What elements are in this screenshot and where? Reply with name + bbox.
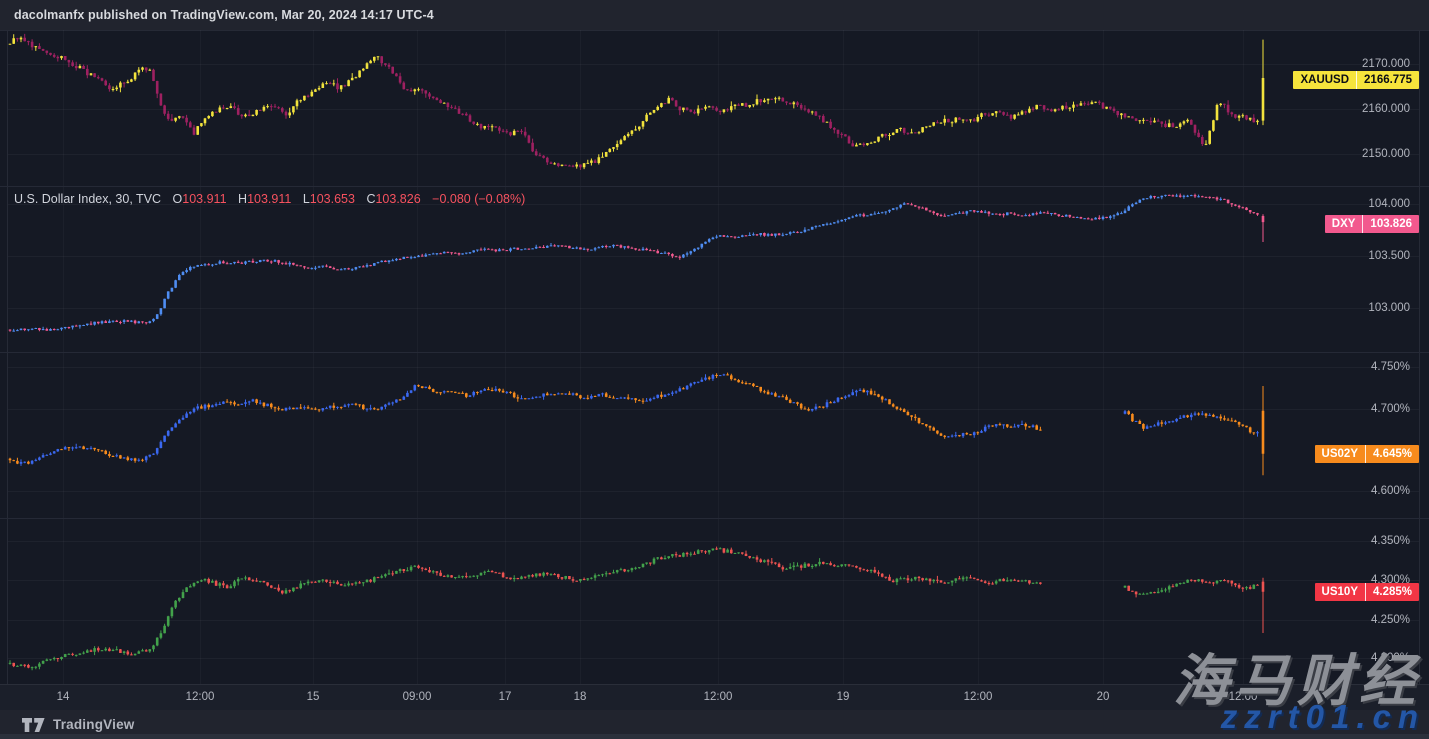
time-label-7: 19 [836, 691, 850, 703]
price-label-us10y-0: 4.350% [1370, 535, 1410, 547]
candles-us10y [8, 546, 1265, 671]
horizontal-gridline [8, 256, 1419, 257]
time-label-2: 15 [306, 691, 320, 703]
price-label-dxy-2: 103.000 [1368, 302, 1410, 314]
horizontal-gridline [8, 108, 1419, 110]
time-label-1: 12:00 [185, 691, 215, 703]
time-label-9: 20 [1096, 691, 1110, 703]
dxy-change-value: −0.080 (−0.08%) [432, 192, 526, 206]
badge-price-value: 4.645% [1372, 448, 1412, 460]
time-label-3: 09:00 [402, 691, 432, 703]
badge-separator [1362, 215, 1364, 233]
badge-price-value: 103.826 [1370, 218, 1412, 230]
price-label-xauusd-2: 2150.000 [1362, 147, 1410, 160]
horizontal-gridline [8, 491, 1419, 492]
price-label-us10y-2: 4.250% [1370, 613, 1410, 626]
panel-separator[interactable] [0, 186, 1429, 187]
badge-price-value: 2166.775 [1364, 74, 1412, 86]
dxy-high-key: H [238, 192, 248, 206]
publish-info-text: dacolmanfx published on TradingView.com,… [14, 8, 434, 22]
dxy-close-value: 103.826 [375, 192, 421, 206]
candles-us02y [8, 372, 1265, 476]
vertical-gridline [978, 30, 979, 684]
chart-panel-us10y[interactable] [0, 518, 1429, 684]
price-label-us02y-2: 4.600% [1370, 485, 1410, 497]
price-badge-xauusd: XAUUSD 2166.775 [1293, 71, 1419, 89]
dxy-open-key: O [172, 192, 183, 206]
vertical-gridline [417, 30, 418, 684]
price-label-xauusd-1: 2160.000 [1362, 102, 1410, 115]
horizontal-gridline [8, 204, 1419, 205]
horizontal-gridline [8, 63, 1419, 65]
badge-symbol-label: US10Y [1321, 586, 1358, 598]
dxy-legend-title: U.S. Dollar Index, 30, TVC [14, 192, 162, 206]
vertical-gridline [200, 30, 201, 684]
badge-separator [1364, 445, 1366, 463]
dxy-legend: U.S. Dollar Index, 30, TVC O103.911 H103… [14, 192, 525, 206]
bottom-strip [0, 734, 1429, 739]
price-badge-dxy: DXY 103.826 [1324, 215, 1419, 233]
time-label-0: 14 [56, 691, 70, 703]
time-label-4: 17 [498, 691, 512, 703]
vertical-gridline [718, 30, 719, 684]
price-label-us10y-3: 4.200% [1370, 652, 1410, 664]
horizontal-gridline [8, 408, 1419, 410]
horizontal-gridline [8, 658, 1419, 659]
horizontal-gridline [8, 541, 1419, 542]
watermark-chinese-text: 海马财经 [1173, 649, 1421, 712]
price-badge-us10y: US10Y 4.285% [1314, 583, 1419, 601]
badge-symbol-label: XAUUSD [1300, 74, 1350, 86]
vertical-gridline [63, 30, 64, 684]
price-badge-us02y: US02Y 4.645% [1314, 445, 1419, 463]
horizontal-gridline [8, 153, 1419, 155]
horizontal-gridline [8, 580, 1419, 581]
price-axis-border [1419, 30, 1420, 684]
price-label-xauusd-0: 2170.000 [1362, 57, 1410, 70]
horizontal-gridline [8, 619, 1419, 621]
badge-symbol-label: DXY [1331, 218, 1356, 230]
time-label-8: 12:00 [963, 691, 993, 703]
chart-panel-us02y[interactable] [0, 352, 1429, 518]
vertical-gridline [1103, 30, 1104, 684]
vertical-gridline [580, 30, 581, 684]
price-label-us02y-0: 4.750% [1370, 361, 1410, 373]
dxy-close-key: C [366, 192, 376, 206]
dxy-low-value: 103.653 [309, 192, 355, 206]
candles-xauusd [8, 33, 1265, 170]
publish-header: dacolmanfx published on TradingView.com,… [0, 0, 1429, 31]
time-label-6: 12:00 [703, 691, 733, 703]
time-label-5: 18 [573, 691, 587, 703]
tradingview-brand-label[interactable]: TradingView [53, 717, 135, 732]
chart-panel-xauusd[interactable] [0, 30, 1429, 186]
tradingview-logo-icon[interactable] [22, 717, 45, 732]
badge-symbol-label: US02Y [1321, 448, 1358, 460]
candles-dxy [8, 193, 1265, 332]
panel-separator[interactable] [0, 518, 1429, 519]
badge-separator [1364, 583, 1366, 601]
watermark-url-text: zzrt01.cn [1220, 698, 1425, 735]
price-label-dxy-1: 103.500 [1368, 250, 1410, 262]
time-label-10: 12:00 [1228, 691, 1258, 703]
chart-left-border [7, 30, 8, 684]
time-axis[interactable]: 14 12:00 15 09:00 17 18 12:00 19 12:00 20 12:00 [0, 684, 1429, 711]
vertical-gridline [1243, 30, 1244, 684]
vertical-gridline [843, 30, 844, 684]
horizontal-gridline [8, 308, 1419, 309]
chart-panel-dxy[interactable] [0, 186, 1429, 352]
price-label-dxy-0: 104.000 [1368, 198, 1410, 210]
price-label-us02y-1: 4.700% [1370, 402, 1410, 415]
chart-area[interactable]: U.S. Dollar Index, 30, TVC O103.911 H103… [0, 30, 1429, 684]
badge-separator [1356, 71, 1358, 89]
dxy-open-value: 103.911 [182, 192, 227, 206]
vertical-gridline [505, 30, 506, 684]
dxy-high-value: 103.911 [247, 192, 292, 206]
vertical-gridline [313, 30, 314, 684]
dxy-low-key: L [302, 192, 310, 206]
badge-price-value: 4.285% [1372, 586, 1412, 598]
horizontal-gridline [8, 367, 1419, 368]
panel-separator[interactable] [0, 352, 1429, 353]
